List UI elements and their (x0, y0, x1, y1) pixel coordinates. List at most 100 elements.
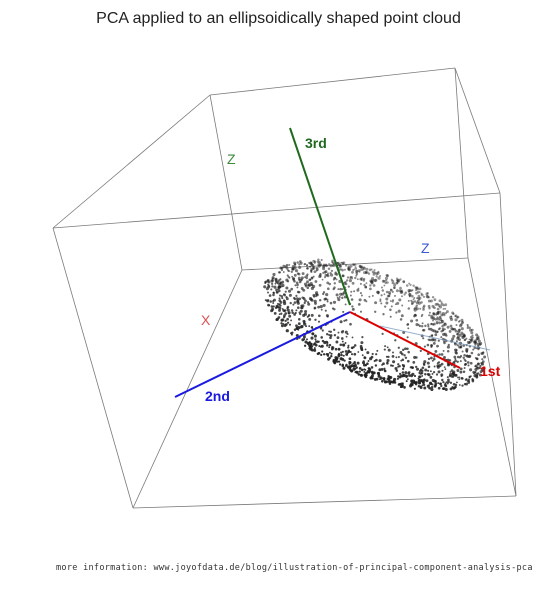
cloud-point (437, 361, 441, 364)
cloud-point (396, 279, 400, 282)
cloud-point (470, 351, 474, 355)
cloud-point (304, 284, 308, 288)
cloud-point (410, 382, 414, 386)
cloud-point (358, 298, 362, 302)
cloud-point (332, 287, 335, 291)
cloud-point (372, 273, 376, 276)
cloud-point (380, 294, 383, 297)
cloud-point (389, 380, 392, 383)
cloud-point (353, 263, 357, 266)
cloud-point (360, 265, 363, 269)
cloud-point (444, 382, 447, 385)
cloud-point (395, 277, 399, 280)
cloud-point (462, 335, 466, 338)
cloud-point (439, 317, 443, 322)
cloud-point (361, 336, 364, 339)
box-edge (209, 94, 243, 271)
cloud-point (266, 279, 270, 282)
cloud-point (405, 380, 408, 383)
cloud-point (360, 368, 364, 372)
cloud-point (425, 379, 429, 383)
cloud-point (279, 278, 282, 281)
cloud-point (310, 336, 314, 340)
cloud-point (470, 337, 474, 341)
cloud-point (454, 318, 458, 322)
cloud-point (371, 270, 375, 274)
cloud-point (293, 313, 296, 316)
cloud-point (287, 269, 290, 272)
cloud-point (363, 271, 366, 275)
cloud-point (313, 347, 316, 350)
cloud-point (342, 330, 345, 332)
cloud-point (447, 378, 450, 382)
cloud-point (387, 294, 391, 298)
cloud-point (440, 353, 444, 356)
cloud-point (371, 352, 374, 356)
cloud-point (454, 385, 457, 389)
cloud-point (400, 374, 404, 378)
cloud-point (285, 296, 288, 299)
page-title: PCA applied to an ellipsoidically shaped… (96, 10, 461, 27)
cloud-point (445, 381, 448, 384)
cloud-point (320, 336, 324, 339)
cloud-point (271, 285, 274, 288)
cloud-point (421, 322, 424, 325)
cloud-point (454, 329, 458, 333)
cloud-point (417, 294, 421, 298)
cloud-point (426, 361, 430, 365)
cloud-point (378, 359, 382, 363)
cloud-point (298, 260, 302, 263)
cloud-point (360, 268, 363, 272)
cloud-point (443, 366, 446, 369)
cloud-point (327, 357, 330, 361)
cloud-point (290, 319, 293, 322)
cloud-point (385, 297, 389, 301)
cloud-point (470, 331, 474, 335)
cloud-point (390, 278, 393, 281)
cloud-point (399, 278, 402, 281)
cloud-point (395, 279, 398, 282)
cloud-point (345, 363, 348, 367)
cloud-point (419, 349, 422, 353)
cloud-point (432, 319, 434, 322)
cloud-point (364, 375, 366, 378)
box-edge (52, 192, 501, 229)
cloud-point (373, 271, 376, 274)
cloud-point (324, 309, 327, 312)
cloud-point (397, 363, 400, 366)
cloud-point (407, 289, 411, 292)
cloud-point (365, 282, 368, 285)
point-cloud (263, 258, 487, 392)
cloud-point (326, 354, 330, 357)
cloud-point (396, 377, 399, 380)
cloud-point (360, 341, 364, 345)
third-component-axis (289, 127, 351, 306)
cloud-point (369, 376, 373, 380)
cloud-point (437, 311, 439, 313)
cloud-point (300, 304, 303, 307)
cloud-point (370, 366, 374, 369)
cloud-point (354, 266, 357, 269)
cloud-point (328, 343, 332, 347)
cloud-point (460, 377, 464, 380)
cloud-point (377, 292, 380, 295)
cloud-point (385, 279, 388, 282)
cloud-point (326, 298, 329, 301)
cloud-point (419, 379, 423, 383)
cloud-point (306, 286, 310, 290)
cloud-point (316, 352, 320, 356)
cloud-point (412, 361, 416, 364)
cloud-point (402, 280, 406, 284)
cloud-point (285, 278, 289, 282)
cloud-point (383, 367, 386, 370)
cloud-point (451, 328, 455, 331)
cloud-point (317, 320, 321, 323)
cloud-point (365, 267, 369, 271)
cloud-point (313, 348, 317, 352)
cloud-point (269, 300, 272, 303)
cloud-point (471, 328, 474, 332)
cloud-point (272, 272, 276, 277)
cloud-point (370, 268, 373, 271)
cloud-point (387, 290, 391, 295)
